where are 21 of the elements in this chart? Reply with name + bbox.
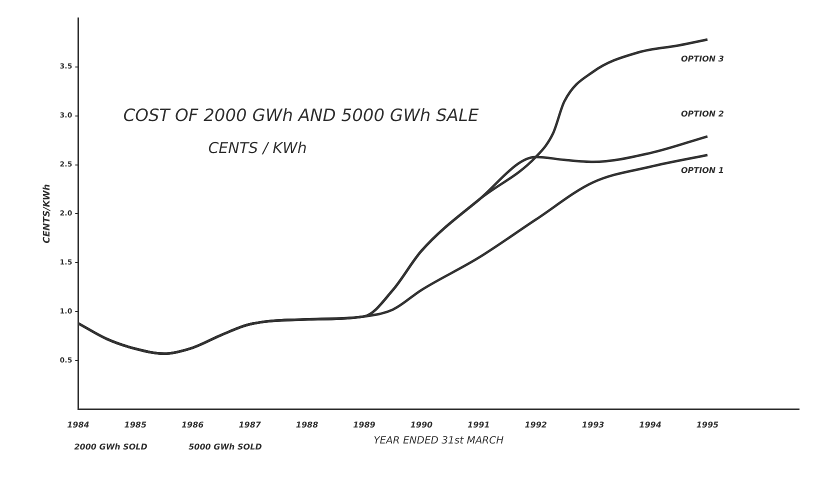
x-axis-title: YEAR ENDED 31st MARCH [374,436,504,447]
x-tick-label: 1985 [124,420,147,430]
y-axis-title: CENTS/KWh [42,184,53,244]
x-tick-label: 1990 [410,420,434,430]
x-tick-label: 1986 [181,420,204,430]
x-tick-label: 1984 [67,420,90,430]
series-label: OPTION 1 [680,166,724,175]
x-tick-label: 1994 [639,420,662,430]
text: 2000 GWh SOLD [74,442,148,452]
x-tick-label: 1987 [238,420,262,430]
x-tick-label: 1991 [468,420,490,430]
text: OPTION 2 [680,109,724,118]
x-tick-label: 1995 [696,420,720,430]
text: CENTS / KWh [208,139,307,157]
text: COST OF 2000 GWh AND 5000 GWh SALE [123,106,479,126]
x-tick-label: 1988 [296,420,319,430]
x-tick-label: 1992 [524,420,548,430]
x-tick-label: 1989 [353,420,376,430]
x-tick-label: 1993 [582,420,605,430]
text: 5000 GWh SOLD [188,442,262,452]
series-label: OPTION 3 [680,54,724,64]
